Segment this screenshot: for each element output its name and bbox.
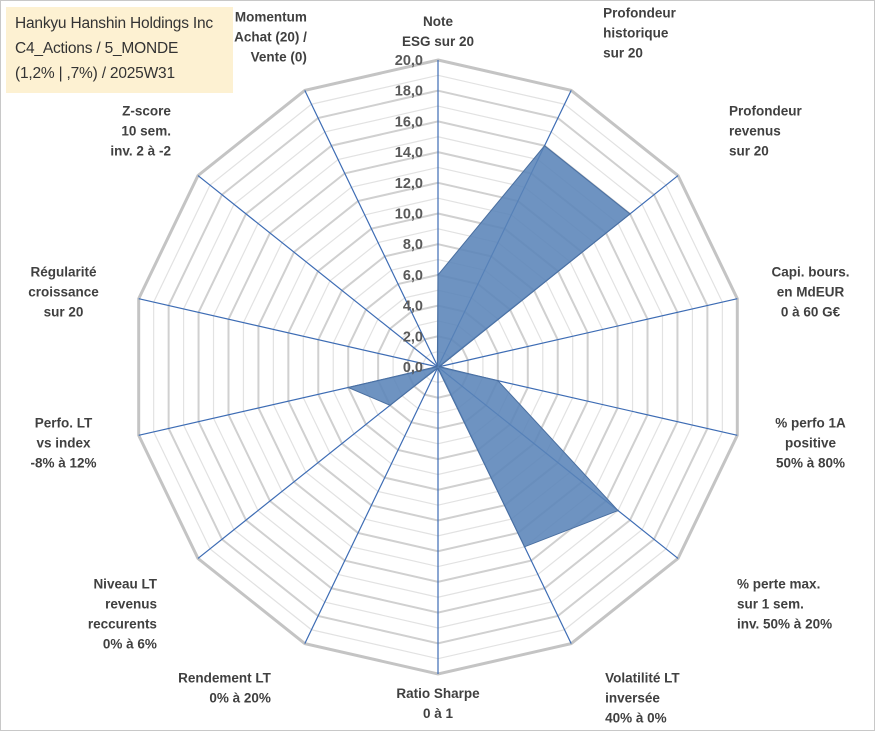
tick-label: 18,0 — [395, 84, 423, 100]
series-point-5 — [617, 509, 619, 512]
axis-label-11: Régularité croissance sur 20 — [28, 265, 99, 320]
series-point-3 — [438, 365, 441, 368]
series-point-0 — [437, 274, 439, 276]
spoke-8 — [304, 366, 439, 644]
axis-label-line: Volatilité LT — [605, 670, 680, 685]
axis-label-7: Ratio Sharpe 0 à 1 — [396, 686, 480, 721]
axis-label-line: croissance — [28, 285, 99, 300]
axis-label-line: % perte max. — [737, 576, 820, 591]
axis-label-line: % perfo 1A — [775, 415, 846, 430]
radar-axis-labels: Note ESG sur 20 Profondeur historique sur 20… — [28, 6, 849, 726]
spoke-13 — [304, 90, 439, 368]
axis-label-line: sur 20 — [729, 144, 769, 159]
axis-label-line: sur 20 — [603, 46, 643, 61]
axis-label-line: Rendement LT — [178, 670, 272, 685]
tick-label: 2,0 — [403, 329, 423, 345]
axis-label-line: sur 20 — [44, 305, 84, 320]
axis-label-line: revenus — [729, 124, 781, 139]
tick-label: 6,0 — [403, 268, 423, 284]
axis-label-line: Capi. bours. — [771, 265, 849, 280]
axis-label-line: -8% à 12% — [30, 455, 96, 470]
axis-label-line: Profondeur — [729, 104, 802, 119]
axis-label-12: Z-score 10 sem. inv. 2 à -2 — [110, 104, 171, 159]
axis-label-line: 10 sem. — [121, 124, 171, 139]
tick-label: 20,0 — [395, 53, 423, 69]
axis-label-3: Capi. bours. en MdEUR 0 à 60 G€ — [771, 265, 849, 320]
chart-title-line-3: (1,2% | ,7%) / 2025W31 — [15, 65, 175, 82]
series-point-1 — [543, 144, 546, 147]
axis-label-line: revenus — [105, 596, 157, 611]
axis-label-line: inv. 50% à 20% — [737, 616, 832, 631]
axis-label-line: Momentum — [235, 10, 307, 25]
axis-label-line: historique — [603, 26, 669, 41]
axis-label-line: Niveau LT — [93, 576, 157, 591]
radar-series — [346, 144, 631, 548]
axis-label-9: Niveau LT revenus reccurents 0% à 6% — [88, 576, 158, 651]
chart-title-line-2: C4_Actions / 5_MONDE — [15, 40, 179, 57]
axis-label-line: Ratio Sharpe — [396, 686, 480, 701]
chart-title-box: Hankyu Hanshin Holdings Inc C4_Actions /… — [6, 7, 233, 93]
axis-label-line: vs index — [36, 435, 91, 450]
axis-label-line: Achat (20) / — [234, 30, 307, 45]
tick-label: 8,0 — [403, 237, 423, 253]
axis-label-line: 0% à 20% — [209, 690, 271, 705]
tick-label: 12,0 — [395, 176, 423, 192]
tick-label: 16,0 — [395, 114, 423, 130]
axis-label-13: Momentum Achat (20) / Vente (0) — [234, 10, 307, 65]
axis-label-line: 0 à 1 — [423, 706, 454, 721]
series-point-13 — [436, 364, 439, 367]
chart-title-line-1: Hankyu Hanshin Holdings Inc — [15, 15, 213, 32]
axis-label-line: Vente (0) — [251, 50, 307, 65]
series-point-2 — [629, 213, 631, 215]
axis-label-line: inv. 2 à -2 — [110, 144, 171, 159]
series-point-6 — [523, 545, 526, 548]
axis-label-line: 40% à 0% — [605, 710, 667, 725]
tick-label: 0,0 — [403, 360, 423, 376]
axis-label-5: % perte max. sur 1 sem. inv. 50% à 20% — [737, 576, 832, 631]
axis-label-10: Perfo. LT vs index -8% à 12% — [30, 415, 96, 470]
axis-label-6: Volatilité LT inversée 40% à 0% — [605, 670, 680, 725]
series-point-10 — [347, 386, 350, 389]
axis-label-4: % perfo 1A positive 50% à 80% — [775, 415, 846, 470]
radar-tick-labels: 0,0 2,0 4,0 6,0 8,0 10,0 12,0 14,0 16,0 18,0 20,0 — [395, 53, 423, 376]
series-point-8 — [436, 367, 439, 370]
spoke-11 — [138, 298, 439, 368]
axis-label-line: sur 1 sem. — [737, 596, 804, 611]
tick-label: 10,0 — [395, 207, 423, 223]
axis-label-line: reccurents — [88, 616, 157, 631]
tick-label: 14,0 — [395, 145, 423, 161]
axis-label-0: Note ESG sur 20 — [402, 14, 474, 49]
spoke-3 — [437, 298, 738, 368]
series-point-4 — [497, 379, 499, 382]
axis-label-line: 0% à 6% — [103, 636, 157, 651]
axis-label-line: Profondeur — [603, 6, 676, 21]
axis-label-1: Profondeur historique sur 20 — [603, 6, 676, 61]
axis-label-line: 50% à 80% — [776, 455, 845, 470]
spoke-12 — [197, 175, 439, 368]
axis-label-line: Régularité — [30, 265, 97, 280]
axis-label-line: inversée — [605, 690, 660, 705]
axis-label-line: Perfo. LT — [35, 415, 93, 430]
tick-label: 4,0 — [403, 299, 423, 315]
axis-label-line: 0 à 60 G€ — [781, 305, 841, 320]
axis-label-line: Z-score — [122, 104, 171, 119]
axis-label-line: Note — [423, 14, 453, 29]
axis-label-2: Profondeur revenus sur 20 — [729, 104, 802, 159]
axis-label-8: Rendement LT 0% à 20% — [178, 670, 272, 705]
axis-label-line: en MdEUR — [777, 285, 845, 300]
axis-label-line: positive — [785, 435, 837, 450]
axis-label-line: ESG sur 20 — [402, 34, 474, 49]
series-point-9 — [389, 404, 391, 407]
